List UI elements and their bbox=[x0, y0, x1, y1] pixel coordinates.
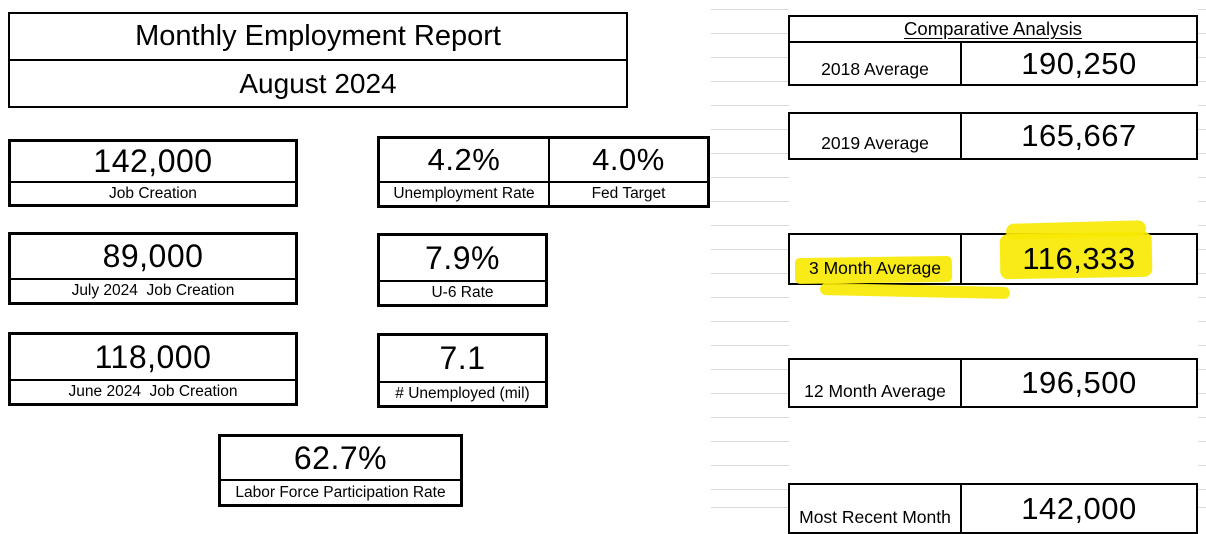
table-row[interactable]: Most Recent Month 142,000 bbox=[788, 483, 1198, 534]
row-label: Most Recent Month bbox=[790, 485, 962, 532]
row-value: 190,250 bbox=[1021, 45, 1137, 81]
stat-label: Job Creation bbox=[109, 184, 197, 202]
gridlines-left-strip bbox=[711, 9, 789, 513]
report-title-box[interactable]: Monthly Employment Report August 2024 bbox=[8, 12, 628, 108]
report-subtitle: August 2024 bbox=[239, 67, 397, 99]
stat-box-unemployment-fed[interactable]: 4.2% Unemployment Rate 4.0% Fed Target bbox=[377, 136, 710, 208]
stat-box-u6-rate[interactable]: 7.9% U-6 Rate bbox=[377, 233, 548, 307]
stat-label: Fed Target bbox=[591, 185, 666, 202]
stat-box-job-creation[interactable]: 142,000 Job Creation bbox=[8, 139, 298, 207]
comparative-analysis-header: Comparative Analysis bbox=[790, 17, 1196, 43]
row-value: 165,667 bbox=[1021, 118, 1137, 153]
highlight-mark bbox=[819, 283, 1011, 299]
stat-label: Unemployment Rate bbox=[393, 185, 535, 202]
cell-fed-target[interactable]: 4.0% Fed Target bbox=[550, 139, 707, 205]
row-label: 3 Month Average bbox=[790, 235, 962, 283]
table-row[interactable]: 2018 Average 190,250 bbox=[790, 43, 1196, 84]
cell-unemployment-rate[interactable]: 4.2% Unemployment Rate bbox=[380, 139, 550, 205]
row-value: 196,500 bbox=[1021, 365, 1137, 400]
stat-box-unemployed-millions[interactable]: 7.1 # Unemployed (mil) bbox=[377, 333, 548, 408]
stat-value: 142,000 bbox=[11, 142, 295, 183]
row-label: 12 Month Average bbox=[790, 360, 962, 406]
stat-value: 7.1 bbox=[380, 336, 545, 383]
table-row[interactable]: 12 Month Average 196,500 bbox=[788, 358, 1198, 408]
stat-box-june-job-creation[interactable]: 118,000 June 2024 Job Creation bbox=[8, 332, 298, 406]
stat-label: June 2024 Job Creation bbox=[68, 383, 238, 400]
row-label: 2018 Average bbox=[790, 43, 962, 84]
stat-value: 4.2% bbox=[380, 139, 548, 183]
comparative-analysis-table[interactable]: Comparative Analysis 2018 Average 190,25… bbox=[788, 15, 1198, 86]
stat-box-labor-force-participation[interactable]: 62.7% Labor Force Participation Rate bbox=[218, 434, 463, 507]
stat-label: Labor Force Participation Rate bbox=[235, 483, 446, 501]
stat-label: # Unemployed (mil) bbox=[395, 385, 530, 402]
stat-label: U-6 Rate bbox=[431, 284, 494, 301]
stat-value: 7.9% bbox=[380, 236, 545, 282]
stat-value: 62.7% bbox=[221, 437, 460, 481]
stat-value: 118,000 bbox=[11, 335, 295, 381]
stat-value: 89,000 bbox=[11, 235, 295, 280]
stat-label: July 2024 Job Creation bbox=[71, 282, 235, 299]
table-row-highlighted[interactable]: 3 Month Average 116,333 bbox=[788, 220, 1198, 299]
row-value: 116,333 bbox=[1022, 241, 1136, 276]
gridlines-right-edge bbox=[1198, 9, 1206, 513]
table-row[interactable]: 2019 Average 165,667 bbox=[788, 112, 1198, 160]
row-value: 142,000 bbox=[1021, 490, 1137, 526]
row-label: 2019 Average bbox=[790, 114, 962, 158]
report-title: Monthly Employment Report bbox=[10, 14, 626, 61]
stat-value: 4.0% bbox=[550, 139, 707, 183]
stat-box-july-job-creation[interactable]: 89,000 July 2024 Job Creation bbox=[8, 232, 298, 305]
